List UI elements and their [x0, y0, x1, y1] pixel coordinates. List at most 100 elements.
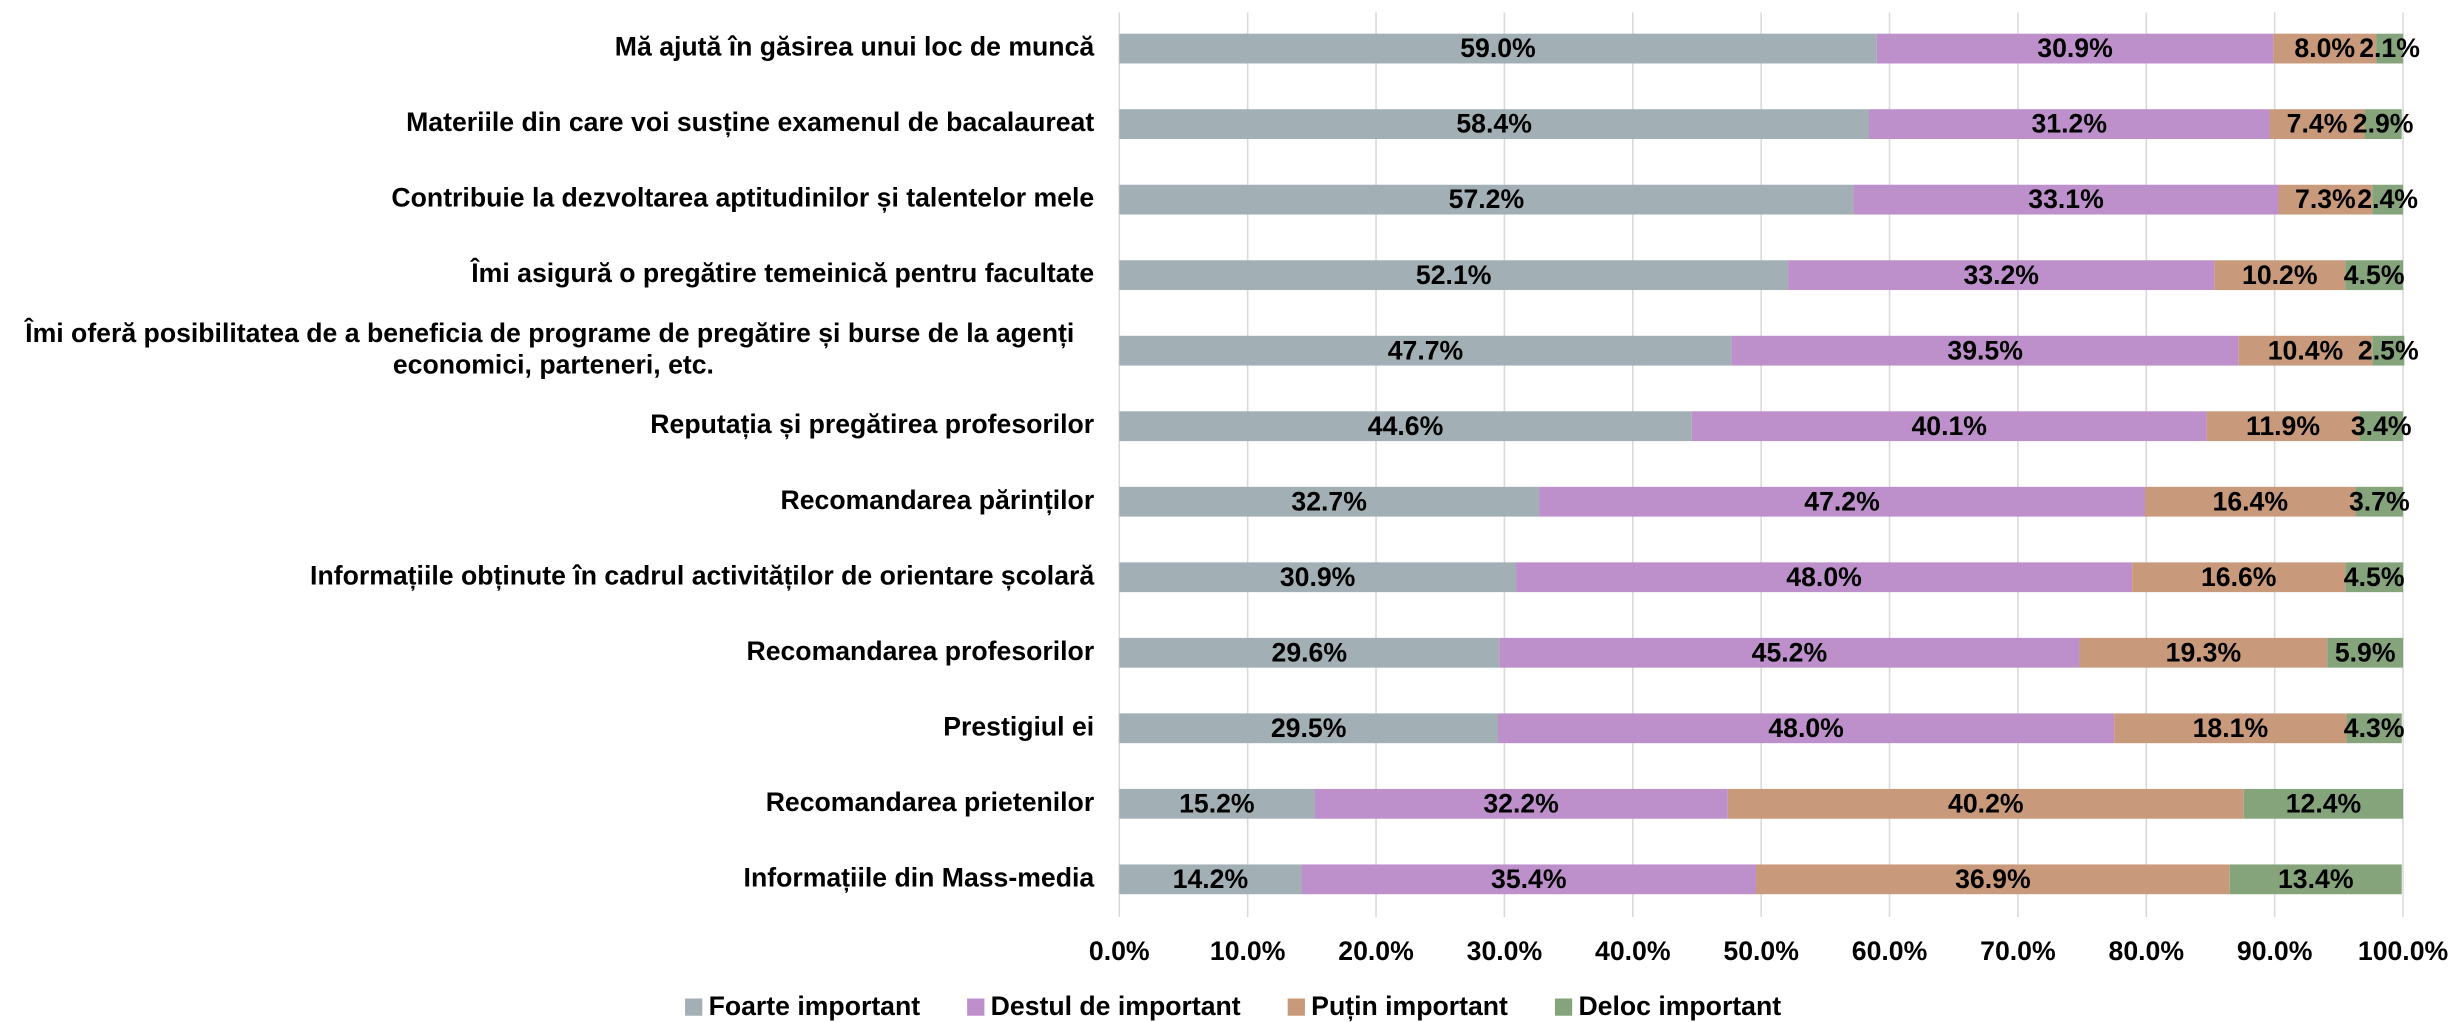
bar-segment	[1119, 864, 1302, 895]
value-label: 29.6%	[1272, 637, 1348, 667]
bar-segment	[2345, 260, 2404, 291]
bar-segment	[1301, 864, 1757, 895]
category-label: Mă ajută în găsirea unui loc de muncă	[615, 32, 1095, 62]
value-label: 32.7%	[1291, 486, 1367, 516]
value-label: 12.4%	[2286, 788, 2362, 818]
x-tick-label: 90.0%	[2237, 936, 2313, 966]
x-tick-label: 20.0%	[1338, 936, 1414, 966]
value-label: 13.4%	[2278, 864, 2354, 894]
legend-swatch	[1554, 998, 1573, 1016]
bar-segment	[1119, 637, 1500, 668]
category-label: Prestigiul ei	[943, 711, 1094, 741]
bar-segment	[2229, 864, 2402, 895]
value-label: 2.1%	[2359, 33, 2420, 63]
value-label: 30.9%	[1280, 562, 1356, 592]
x-tick-label: 80.0%	[2109, 936, 2185, 966]
category-label: Îmi asigură o pregătire temeinică pentru…	[469, 258, 1094, 288]
grid	[1118, 12, 2404, 917]
bar-segment	[1853, 184, 2279, 215]
bar-segment	[1119, 562, 1516, 593]
bar-segment	[1788, 260, 2215, 291]
value-label: 2.4%	[2357, 184, 2418, 214]
value-label: 29.5%	[1271, 713, 1347, 743]
value-label: 48.0%	[1786, 562, 1862, 592]
x-tick-label: 10.0%	[1210, 936, 1286, 966]
bar-segment	[1119, 33, 1877, 64]
bar-segment	[1515, 562, 2133, 593]
legend-label: Puțin important	[1311, 991, 1508, 1021]
x-tick-label: 50.0%	[1723, 936, 1799, 966]
value-label: 57.2%	[1449, 184, 1525, 214]
value-label: 52.1%	[1416, 260, 1492, 290]
value-label: 3.4%	[2351, 411, 2412, 441]
bar-segment	[2214, 260, 2346, 291]
bar-segment	[2269, 109, 2365, 140]
category-label-line: Îmi oferă posibilitatea de a beneficia d…	[23, 318, 1081, 348]
value-label: 44.6%	[1368, 411, 1444, 441]
category-label: Informațiile obținute în cadrul activită…	[310, 560, 1094, 590]
bar-segment	[1731, 335, 2239, 366]
category-label: Reputația și pregătirea profesorilor	[650, 409, 1094, 439]
bar-segment	[2114, 713, 2347, 744]
value-label: 33.2%	[1963, 260, 2039, 290]
bar-segment	[2238, 335, 2373, 366]
value-label: 48.0%	[1768, 713, 1844, 743]
bar-segment	[1119, 109, 1869, 140]
bar-segment	[2359, 411, 2404, 442]
bar-segment	[2145, 486, 2356, 517]
bar-segment	[1868, 109, 2270, 140]
bar-segment	[2206, 411, 2360, 442]
value-label: 36.9%	[1955, 864, 2031, 894]
x-tick-label: 60.0%	[1852, 936, 1928, 966]
legend-label: Deloc important	[1578, 991, 1781, 1021]
value-label: 4.5%	[2344, 260, 2405, 290]
value-label: 32.2%	[1483, 788, 1559, 818]
bar-segment	[2364, 109, 2402, 140]
value-label: 30.9%	[2037, 33, 2113, 63]
value-label: 15.2%	[1179, 788, 1255, 818]
bar-segment	[2376, 33, 2404, 64]
legend-label: Destul de important	[991, 991, 1241, 1021]
bar-segment	[2345, 562, 2404, 593]
bar-segment	[2243, 788, 2404, 819]
legend-swatch	[685, 998, 703, 1016]
x-tick-label: 40.0%	[1595, 936, 1671, 966]
value-label: 5.9%	[2335, 637, 2396, 667]
bar-segment	[2372, 184, 2404, 215]
bar-segment	[1119, 335, 1732, 366]
x-tick-label: 0.0%	[1089, 936, 1150, 966]
value-label: 47.2%	[1804, 486, 1880, 516]
x-tick-label: 30.0%	[1467, 936, 1543, 966]
bar-segment	[2278, 184, 2373, 215]
value-label: 16.4%	[2213, 486, 2289, 516]
category-label: Contribuie la dezvoltarea aptitudinilor …	[391, 183, 1094, 213]
legend-label: Foarte important	[709, 991, 921, 1021]
value-label: 40.2%	[1948, 788, 2024, 818]
legend-swatch	[1287, 998, 1305, 1016]
bar-segment	[2372, 335, 2405, 366]
category-label: Îmi oferă posibilitatea de a beneficia d…	[23, 318, 1081, 379]
bar-segment	[1691, 411, 2207, 442]
category-label: Recomandarea prietenilor	[766, 787, 1094, 817]
value-label: 33.1%	[2028, 184, 2104, 214]
bar-segment	[1497, 713, 2115, 744]
value-label: 58.4%	[1456, 109, 1532, 139]
x-tick-label: 70.0%	[1980, 936, 2056, 966]
value-label: 39.5%	[1947, 335, 2023, 365]
value-label: 2.9%	[2353, 109, 2414, 139]
value-label: 3.7%	[2349, 486, 2410, 516]
value-label: 7.4%	[2287, 109, 2348, 139]
value-label: 10.2%	[2242, 260, 2318, 290]
category-label: Materiile din care voi susține examenul …	[406, 107, 1094, 137]
bar-segment	[2132, 562, 2346, 593]
bar-segment	[1727, 788, 2244, 819]
legend-swatch	[967, 998, 985, 1016]
category-label-line: economici, parteneri, etc.	[393, 349, 714, 379]
value-label: 4.5%	[2344, 562, 2405, 592]
bar-segment	[2079, 637, 2328, 668]
value-label: 7.3%	[2295, 184, 2356, 214]
bar-segment	[1119, 184, 1854, 215]
legend: Foarte important Destul de important Puțin…	[685, 991, 1781, 1021]
value-label: 11.9%	[2246, 411, 2320, 441]
